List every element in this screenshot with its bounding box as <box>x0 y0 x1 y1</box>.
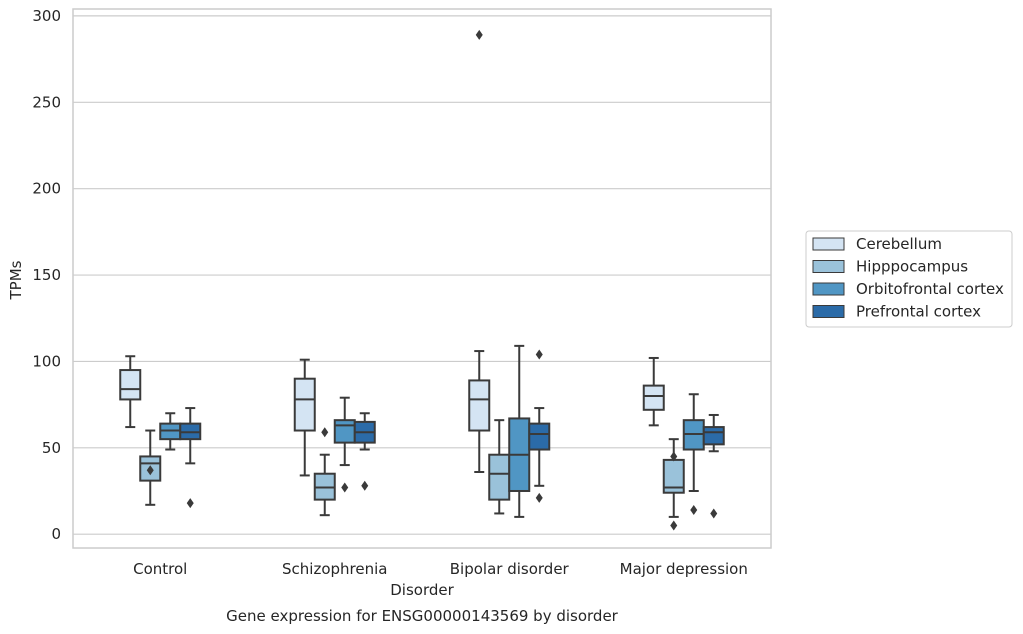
box-iqr <box>528 422 551 451</box>
x-axis-label: Disorder <box>390 581 454 599</box>
outlier-point <box>341 482 349 493</box>
box-orbitofrontal-cortex-2 <box>508 344 531 518</box>
boxes <box>119 344 725 518</box>
outlier-point <box>670 451 678 462</box>
legend: Cerebellum Hipppocampus Orbitofrontal cort… <box>805 230 1013 328</box>
box-orbitofrontal-cortex-3 <box>682 393 705 492</box>
box-iqr <box>119 369 142 401</box>
box-orbitofrontal-cortex-1 <box>333 396 356 467</box>
legend-label: Cerebellum <box>856 235 942 253</box>
box-iqr <box>488 453 511 501</box>
legend-swatch <box>812 305 845 318</box>
x-tick-label: Major depression <box>620 560 748 578</box>
y-tick-label: 100 <box>32 352 61 370</box>
box-iqr <box>702 426 725 446</box>
box-iqr <box>293 377 316 432</box>
box-cerebellum-3 <box>642 356 665 427</box>
legend-swatch <box>812 237 845 251</box>
x-tick-label: Bipolar disorder <box>450 560 570 578</box>
outlier-point <box>535 349 543 360</box>
legend-label: Prefrontal cortex <box>856 303 981 321</box>
gridlines <box>73 15 771 535</box>
y-tick-labels: 0 50 100 150 200 250 300 <box>32 7 61 543</box>
legend-label: Hipppocampus <box>856 258 968 276</box>
box-hipppocampus-2 <box>488 419 511 515</box>
box-orbitofrontal-cortex-0 <box>159 412 182 451</box>
box-prefrontal-cortex-3 <box>702 413 725 453</box>
outlier-point <box>670 520 678 531</box>
y-tick-label: 200 <box>32 180 61 198</box>
box-prefrontal-cortex-2 <box>528 407 551 487</box>
outlier-point <box>535 492 543 503</box>
box-cerebellum-0 <box>119 355 142 429</box>
box-hipppocampus-3 <box>662 438 685 518</box>
plot-frame <box>72 8 772 549</box>
box-prefrontal-cortex-1 <box>353 412 376 451</box>
box-hipppocampus-1 <box>313 453 336 517</box>
outlier-point <box>321 427 329 438</box>
y-tick-label: 250 <box>32 93 61 111</box>
x-tick-label: Schizophrenia <box>282 560 387 578</box>
legend-items: Cerebellum Hipppocampus Orbitofrontal cort… <box>812 235 1004 321</box>
x-tick-label: Control <box>133 560 187 578</box>
outlier-point <box>710 508 718 519</box>
box-iqr <box>468 379 491 432</box>
legend-swatch <box>812 282 845 296</box>
box-cerebellum-2 <box>468 350 491 473</box>
outlier-point <box>475 29 483 40</box>
box-prefrontal-cortex-0 <box>179 407 202 465</box>
outlier-point <box>146 465 154 476</box>
box-iqr <box>642 384 665 411</box>
legend-swatch <box>812 260 845 273</box>
legend-label: Orbitofrontal cortex <box>856 280 1004 298</box>
box-cerebellum-1 <box>293 358 316 477</box>
legend-frame <box>805 230 1013 328</box>
outlier-point <box>361 480 369 491</box>
y-tick-label: 300 <box>32 7 61 25</box>
outliers <box>146 29 718 531</box>
chart-caption: Gene expression for ENSG00000143569 by d… <box>226 607 619 625</box>
outlier-point <box>186 498 194 509</box>
y-tick-label: 50 <box>42 439 61 457</box>
y-tick-label: 0 <box>51 525 61 543</box>
outlier-point <box>690 504 698 515</box>
y-axis-label: TPMs <box>7 260 25 300</box>
box-iqr <box>333 419 356 444</box>
x-tick-labels: Control Schizophrenia Bipolar disorder Majo… <box>133 560 748 578</box>
y-tick-label: 150 <box>32 266 61 284</box>
